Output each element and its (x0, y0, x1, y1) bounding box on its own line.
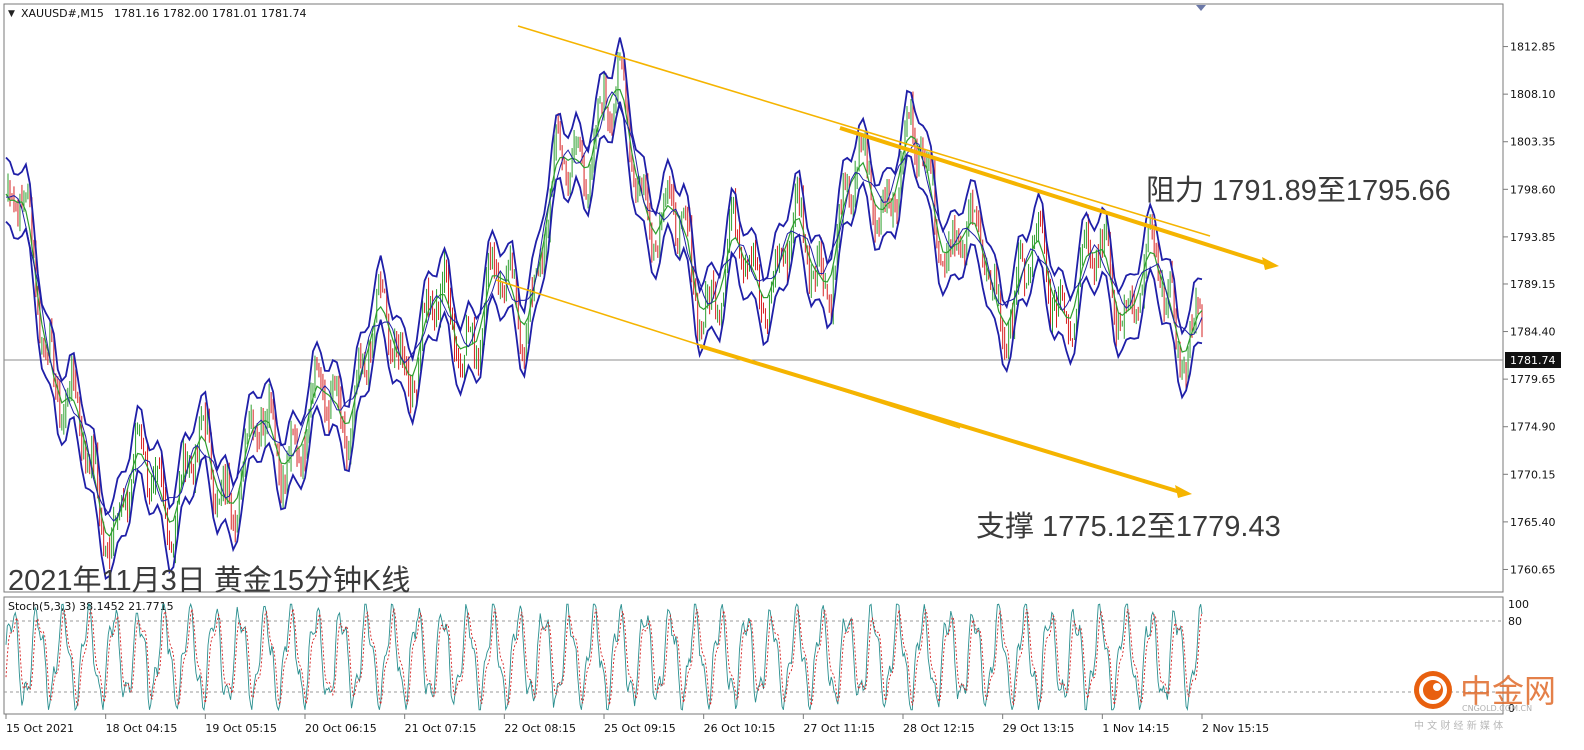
resistance-trendline (839, 126, 1269, 266)
stoch-pane-frame (3, 596, 1504, 715)
stoch-label: Stoch(5,3,3) 38.1452 21.7715 (8, 600, 174, 613)
time-axis: 15 Oct 2021 18 Oct 04:15 19 Oct 05:15 20 Oc… (5, 714, 1269, 735)
resistance-trendline-thin (517, 25, 1211, 237)
watermark-brand: 中金网 (1460, 673, 1556, 709)
price-tick-label: 1774.90 (1510, 421, 1556, 434)
time-tick-label: 25 Oct 09:15 (604, 722, 676, 735)
slow-moving-average (5, 91, 1203, 522)
envelope-bands (5, 37, 1203, 581)
stoch-signal-line (5, 608, 1203, 707)
ohlc-values: 1781.16 1782.00 1781.01 1781.74 (114, 7, 306, 20)
resistance-label: 阻力 1791.89至1795.66 (1146, 174, 1451, 207)
time-tick-label: 19 Oct 05:15 (205, 722, 277, 735)
price-tick-label: 1803.35 (1510, 136, 1556, 149)
price-tick-label: 1770.15 (1510, 468, 1556, 481)
time-tick-label: 22 Oct 08:15 (504, 722, 576, 735)
price-tick-label: 1798.60 (1510, 183, 1556, 196)
price-axis: 1812.85 1808.10 1803.35 1798.60 1793.85 1789.… (1503, 41, 1556, 576)
price-tick-label: 1784.40 (1510, 326, 1556, 339)
current-price-label: 1781.74 (1510, 354, 1556, 367)
watermark-slogan: 中 文 财 经 新 媒 体 (1414, 719, 1503, 732)
upper-envelope-line (5, 37, 1203, 517)
resistance-arrow-icon (1262, 257, 1279, 270)
time-tick-label: 21 Oct 07:15 (405, 722, 477, 735)
candlestick-series (7, 52, 1203, 570)
price-tick-label: 1779.65 (1510, 373, 1556, 386)
chart-caption: 2021年11月3日 黄金15分钟K线 (8, 564, 410, 597)
lower-envelope-line (5, 101, 1203, 581)
symbol-dropdown-icon[interactable]: ▼ (8, 9, 15, 19)
price-tick-label: 1789.15 (1510, 278, 1556, 291)
time-tick-label: 2 Nov 15:15 (1202, 722, 1269, 735)
price-tick-label: 1760.65 (1510, 563, 1556, 576)
stoch-level-80-label: 80 (1508, 615, 1522, 628)
time-tick-label: 20 Oct 06:15 (305, 722, 377, 735)
time-tick-label: 18 Oct 04:15 (106, 722, 178, 735)
main-pane-frame (3, 3, 1504, 593)
price-tick-label: 1812.85 (1510, 41, 1556, 54)
price-tick-label: 1808.10 (1510, 88, 1556, 101)
support-label: 支撑 1775.12至1779.43 (976, 510, 1281, 543)
watermark-domain: CNGOLD.COM.CN (1462, 704, 1532, 713)
time-tick-label: 15 Oct 2021 (6, 722, 74, 735)
price-tick-label: 1793.85 (1510, 231, 1556, 244)
time-tick-label: 26 Oct 10:15 (704, 722, 776, 735)
symbol-label: XAUUSD#,M15 (21, 7, 104, 20)
cngold-watermark: 中金网 CNGOLD.COM.CN 中 文 财 经 新 媒 体 (1414, 671, 1556, 732)
price-tick-label: 1765.40 (1510, 516, 1556, 529)
stoch-main-line (5, 602, 1203, 712)
time-tick-label: 27 Oct 11:15 (803, 722, 875, 735)
support-arrow-icon (1175, 485, 1192, 498)
stoch-oscillator (5, 602, 1203, 712)
stoch-level-100-label: 100 (1508, 598, 1529, 611)
time-tick-label: 1 Nov 14:15 (1102, 722, 1169, 735)
time-tick-label: 29 Oct 13:15 (1003, 722, 1075, 735)
stoch-level-0-label: 0 (1508, 702, 1515, 715)
chart-shift-marker-icon[interactable] (1196, 5, 1206, 11)
time-tick-label: 28 Oct 12:15 (903, 722, 975, 735)
current-price-box (1505, 352, 1561, 368)
support-trendline (699, 344, 1181, 494)
